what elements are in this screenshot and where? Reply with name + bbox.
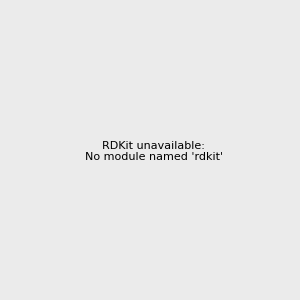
Text: RDKit unavailable:
No module named 'rdkit': RDKit unavailable: No module named 'rdki… [85, 141, 223, 162]
